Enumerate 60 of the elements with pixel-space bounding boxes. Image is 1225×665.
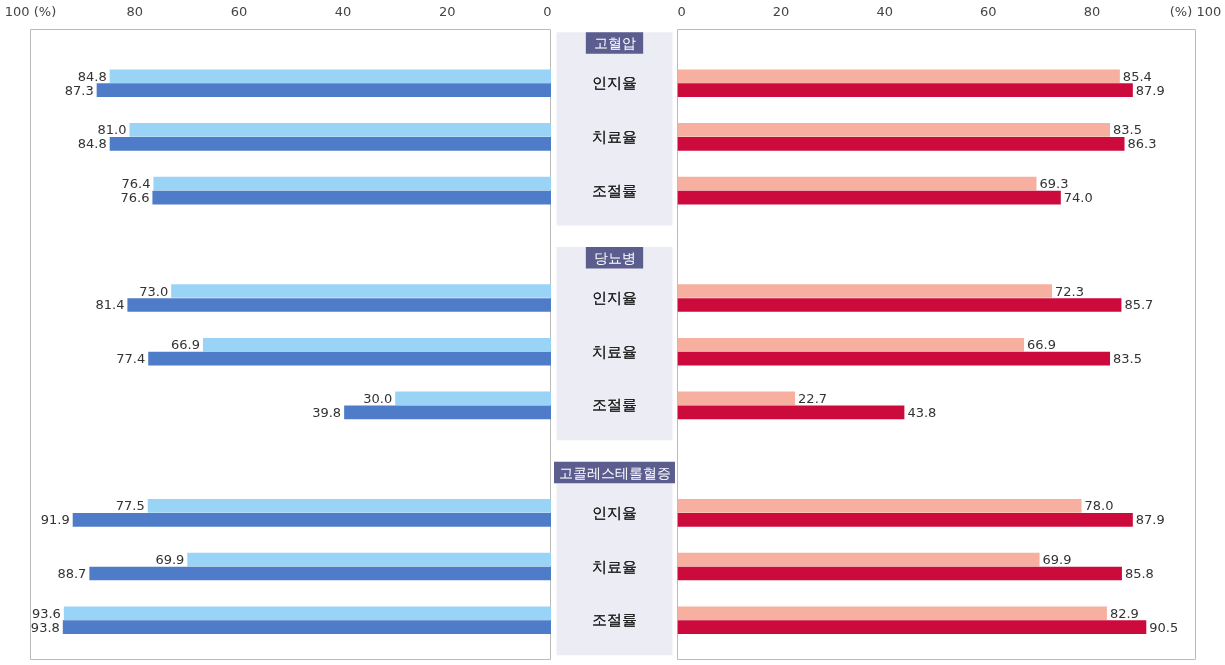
data-label: 87.3 <box>64 82 94 98</box>
y-tick-label: 조절률 <box>592 611 637 630</box>
x-tick-label: (%) 100 <box>1169 3 1222 19</box>
text: 고콜레스테롤혈증 <box>558 464 671 481</box>
data-label: 85.8 <box>1124 566 1154 581</box>
data-label: 69.9 <box>1042 552 1072 568</box>
y-tick-label: 치료율 <box>592 342 637 361</box>
data-label: 78.0 <box>1084 498 1114 514</box>
data-label: 81.4 <box>95 297 125 313</box>
data-label: 69.9 <box>155 552 185 568</box>
data-label: 81.0 <box>97 122 127 138</box>
data-label: 66.9 <box>171 337 200 353</box>
data-label: 30.0 <box>363 390 393 406</box>
data-label: 84.8 <box>77 136 107 152</box>
data-label: 39.8 <box>312 404 342 420</box>
data-label: 87.9 <box>1135 512 1165 528</box>
y-tick-label: 인지율 <box>592 289 637 308</box>
data-label: 87.9 <box>1135 82 1165 98</box>
data-label: 82.9 <box>1109 605 1139 621</box>
x-tick-label: 80 <box>126 3 143 19</box>
data-label: 90.5 <box>1149 619 1179 635</box>
x-tick-label: 80 <box>1083 3 1101 19</box>
data-label: 66.9 <box>1027 337 1056 353</box>
data-label: 73.0 <box>139 283 169 299</box>
data-label: 77.4 <box>116 351 146 367</box>
text: 당뇨병 <box>593 249 636 266</box>
data-label: 85.4 <box>1122 68 1152 84</box>
x-tick-label: 100 (%) <box>4 3 57 19</box>
x-tick-label: 60 <box>230 3 248 19</box>
data-label: 43.8 <box>907 404 937 420</box>
x-tick-label: 0 <box>543 3 552 19</box>
x-tick-label: 40 <box>876 3 893 19</box>
x-tick-label: 20 <box>772 3 790 19</box>
data-label: 84.8 <box>77 68 107 84</box>
data-label: 72.3 <box>1055 283 1084 299</box>
x-tick-label: 20 <box>439 3 456 19</box>
data-label: 86.3 <box>1127 136 1157 152</box>
x-tick-label: 40 <box>334 3 352 19</box>
data-label: 74.0 <box>1063 190 1093 206</box>
x-tick-label: 60 <box>980 3 997 19</box>
y-tick-label: 치료율 <box>592 127 637 146</box>
data-label: 83.5 <box>1113 351 1142 367</box>
data-label: 69.3 <box>1039 176 1069 192</box>
y-tick-label: 조절률 <box>592 181 637 200</box>
data-label: 76.4 <box>121 176 151 192</box>
y-tick-label: 조절률 <box>592 396 637 415</box>
y-tick-label: 치료율 <box>592 557 637 576</box>
text: 고혈압 <box>593 34 636 51</box>
data-label: 91.9 <box>40 512 70 528</box>
data-label: 93.6 <box>31 605 61 621</box>
data-label: 83.5 <box>1113 122 1142 138</box>
data-label: 77.5 <box>115 498 145 514</box>
data-label: 88.7 <box>57 566 87 581</box>
data-label: 22.7 <box>798 390 828 406</box>
data-label: 76.6 <box>120 190 150 206</box>
data-label: 93.8 <box>30 619 60 635</box>
data-label: 85.7 <box>1124 297 1154 313</box>
y-tick-label: 인지율 <box>592 503 637 522</box>
x-tick-label: 0 <box>677 3 686 19</box>
y-tick-label: 인지율 <box>592 74 637 93</box>
